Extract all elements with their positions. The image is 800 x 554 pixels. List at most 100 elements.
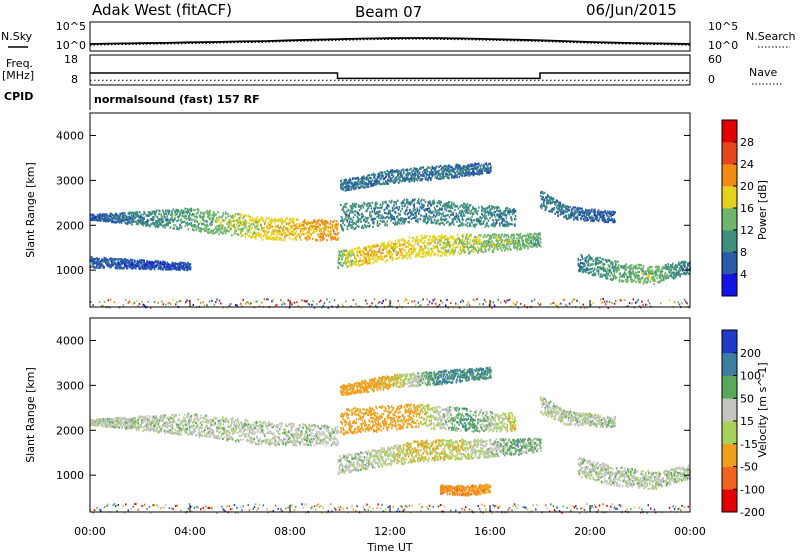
power-cell (342, 264, 344, 267)
power-cell (254, 225, 256, 228)
power-cell (466, 225, 469, 228)
power-cell (471, 221, 473, 224)
power-cell (432, 247, 435, 250)
power-cell (430, 219, 433, 222)
power-cell (345, 263, 347, 266)
power-cell (347, 209, 350, 212)
power-cell (199, 214, 202, 217)
power-cell (342, 262, 345, 265)
power-cell (156, 209, 158, 212)
power-cell (309, 227, 312, 230)
power-cell (592, 259, 595, 262)
power-cell (136, 259, 139, 263)
power-cell (432, 210, 434, 213)
power-cell (503, 245, 505, 248)
power-cell (438, 235, 440, 238)
power-cell (258, 220, 261, 223)
power-cell (224, 219, 226, 222)
power-cell (344, 203, 347, 206)
power-cell (368, 204, 371, 208)
power-cell (253, 231, 256, 234)
power-cell (420, 239, 423, 242)
power-cell (645, 273, 648, 276)
power-cell (505, 214, 508, 217)
power-cell (367, 206, 370, 209)
power-cell (234, 231, 236, 234)
power-cell (380, 207, 383, 210)
power-cell (346, 186, 349, 190)
power-cell (592, 263, 595, 266)
power-cell (471, 211, 473, 214)
power-cell (555, 206, 558, 209)
power-cell (437, 241, 439, 244)
power-cell (180, 262, 183, 265)
power-cell (595, 217, 598, 220)
power-cell (453, 243, 455, 246)
power-cell (138, 211, 141, 214)
power-cell (583, 213, 586, 216)
power-cell (433, 206, 436, 209)
power-cell (181, 267, 184, 270)
power-cell (360, 263, 362, 266)
power-cell (404, 248, 406, 252)
power-cell (183, 216, 186, 219)
power-cell (315, 223, 318, 226)
power-cell (432, 239, 435, 242)
power-cell (404, 254, 406, 257)
power-cell (277, 226, 280, 229)
power-cell (508, 222, 511, 225)
power-cell (365, 257, 367, 260)
power-cell (348, 217, 350, 220)
power-cell (462, 241, 465, 244)
power-cell (630, 267, 633, 270)
power-cell (448, 236, 451, 240)
power-cell (349, 220, 351, 223)
power-cell (411, 201, 413, 204)
power-cell (369, 249, 371, 252)
power-cell (447, 202, 449, 205)
power-cell (635, 281, 637, 284)
power-cell (636, 271, 639, 274)
power-cell (99, 266, 102, 269)
power-cell (139, 221, 142, 224)
power-cell (358, 180, 360, 183)
power-cell (199, 215, 202, 219)
power-cell (262, 235, 265, 238)
power-cell (374, 217, 377, 220)
power-cell (288, 228, 290, 231)
power-cell (499, 209, 502, 212)
power-cell (402, 200, 404, 203)
power-cell (176, 219, 178, 223)
power-cell (174, 261, 177, 265)
power-cell (598, 266, 601, 269)
power-cell (582, 217, 585, 220)
power-cell (579, 263, 581, 266)
power-cell (613, 212, 616, 215)
power-cell (187, 228, 190, 231)
power-cell (315, 228, 318, 231)
power-cell (138, 259, 141, 262)
power-cell (267, 238, 269, 241)
power-cell (162, 218, 164, 221)
power-cell (398, 241, 400, 244)
power-cell (498, 239, 501, 242)
power-cell (345, 206, 347, 209)
power-cell (142, 267, 145, 270)
power-cell (358, 209, 361, 212)
power-cell (105, 213, 108, 216)
power-cell (482, 215, 485, 218)
power-cell (518, 239, 520, 242)
power-cell (187, 265, 190, 268)
power-cell (212, 232, 214, 235)
power-cell (390, 213, 392, 216)
power-cell (152, 261, 154, 265)
power-cell (558, 207, 561, 210)
power-cell (370, 215, 373, 218)
power-cell (450, 210, 452, 213)
power-cell (285, 231, 287, 234)
power-cell (442, 211, 445, 214)
power-cell (607, 264, 610, 267)
power-cell (632, 280, 634, 283)
power-cell (589, 212, 592, 215)
power-cell (219, 228, 221, 231)
